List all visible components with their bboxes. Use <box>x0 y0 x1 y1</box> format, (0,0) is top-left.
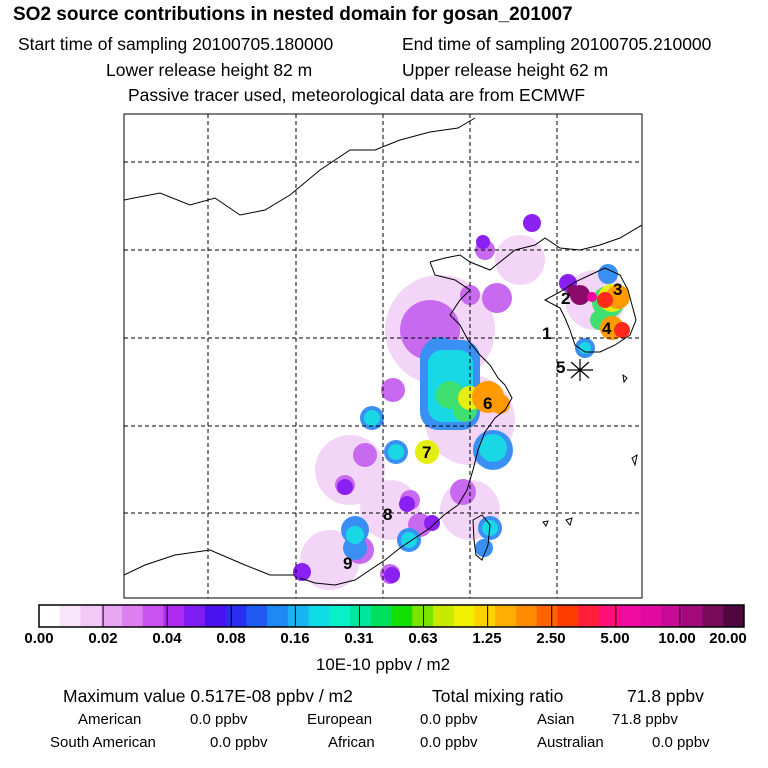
region-name: Asian <box>537 711 575 728</box>
colorbar-swatch <box>329 605 351 627</box>
colorbar-swatch <box>80 605 102 627</box>
source-label: 6 <box>483 394 492 413</box>
source-label: 2 <box>561 289 570 308</box>
region-value: 71.8 ppbv <box>612 711 678 728</box>
region-value: 0.0 ppbv <box>652 734 710 751</box>
tracer-note: Passive tracer used, meteorological data… <box>128 85 586 105</box>
colorbar-swatch <box>121 605 144 627</box>
end-time: End time of sampling 20100705.210000 <box>402 34 712 54</box>
colorbar-swatch <box>246 605 268 627</box>
source-label: 7 <box>422 443 431 462</box>
colorbar-tick-label: 10.00 <box>658 630 696 647</box>
colorbar-swatch <box>39 605 61 627</box>
source-label: 1 <box>542 324 551 343</box>
colorbar-swatch <box>350 605 372 627</box>
lower-release-height: Lower release height 82 m <box>106 60 313 80</box>
region-value: 0.0 ppbv <box>420 734 478 751</box>
source-label: 8 <box>383 505 392 524</box>
colorbar-swatch <box>370 605 392 627</box>
colorbar-swatch <box>184 605 206 627</box>
map-frame <box>123 113 643 599</box>
start-time: Start time of sampling 20100705.180000 <box>18 34 334 54</box>
colorbar-swatch <box>142 605 164 627</box>
colorbar-tick-label: 0.16 <box>280 630 310 647</box>
colorbar-swatch <box>578 605 600 627</box>
map-area <box>124 114 642 598</box>
colorbar-swatch <box>59 605 81 627</box>
colorbar-swatch <box>453 605 475 627</box>
asterisk-icon <box>567 359 593 381</box>
max-value: Maximum value 0.517E-08 ppbv / m2 <box>63 686 353 706</box>
region-name: South American <box>50 734 156 751</box>
colorbar-tick-label: 0.63 <box>408 630 438 647</box>
colorbar-tick-label: 5.00 <box>600 630 630 647</box>
region-value: 0.0 ppbv <box>420 711 478 728</box>
source-label: 5 <box>556 358 565 377</box>
colorbar <box>38 604 745 628</box>
concentration-field <box>293 214 630 590</box>
region-name: African <box>328 734 375 751</box>
gridlines <box>124 114 642 598</box>
colorbar-tick-label: 0.04 <box>152 630 182 647</box>
source-labels: 1 2 3 4 5 6 7 8 9 <box>343 280 622 573</box>
colorbar-tick-label: 2.50 <box>536 630 566 647</box>
colorbar-swatch <box>723 605 745 627</box>
colorbar-swatch <box>640 605 662 627</box>
page-title: SO2 source contributions in nested domai… <box>13 4 573 25</box>
source-label: 4 <box>602 319 612 338</box>
region-value: 0.0 ppbv <box>190 711 248 728</box>
colorbar-swatch <box>101 605 123 627</box>
colorbar-swatch <box>308 605 330 627</box>
colorbar-swatch <box>163 605 185 627</box>
colorbar-tick-label: 0.02 <box>88 630 118 647</box>
colorbar-swatch <box>619 605 641 627</box>
colorbar-tick-label: 1.25 <box>472 630 502 647</box>
colorbar-swatch <box>474 605 496 627</box>
upper-release-height: Upper release height 62 m <box>402 60 609 80</box>
colorbar-swatch <box>267 605 289 627</box>
colorbar-swatch <box>225 605 247 627</box>
total-mixing-label: Total mixing ratio <box>432 686 564 706</box>
colorbar-tick-label: 0.00 <box>24 630 54 647</box>
colorbar-tick-label: 0.31 <box>344 630 374 647</box>
colorbar-swatch <box>598 605 621 627</box>
region-name: Australian <box>537 734 604 751</box>
colorbar-swatch <box>204 605 227 627</box>
colorbar-swatch <box>495 605 517 627</box>
colorbar-swatch <box>412 605 434 627</box>
colorbar-swatch <box>681 605 704 627</box>
colorbar-swatch <box>287 605 310 627</box>
source-label: 9 <box>343 554 352 573</box>
colorbar-tick-label: 0.08 <box>216 630 246 647</box>
colorbar-swatch <box>536 605 558 627</box>
total-mixing-value: 71.8 ppbv <box>627 686 704 706</box>
colorbar-swatch <box>391 605 413 627</box>
region-name: European <box>307 711 373 728</box>
colorbar-frame <box>38 604 745 628</box>
colorbar-swatch <box>702 605 724 627</box>
colorbar-swatch <box>432 605 455 627</box>
colorbar-swatch <box>557 605 579 627</box>
colorbar-swatch <box>515 605 538 627</box>
region-value: 0.0 ppbv <box>210 734 268 751</box>
colorbar-units: 10E-10 ppbv / m2 <box>315 655 451 674</box>
coastlines <box>124 117 642 586</box>
colorbar-tick-label: 20.00 <box>709 630 747 647</box>
colorbar-swatch <box>661 605 683 627</box>
region-name: American <box>78 711 142 728</box>
source-label: 3 <box>613 280 622 299</box>
